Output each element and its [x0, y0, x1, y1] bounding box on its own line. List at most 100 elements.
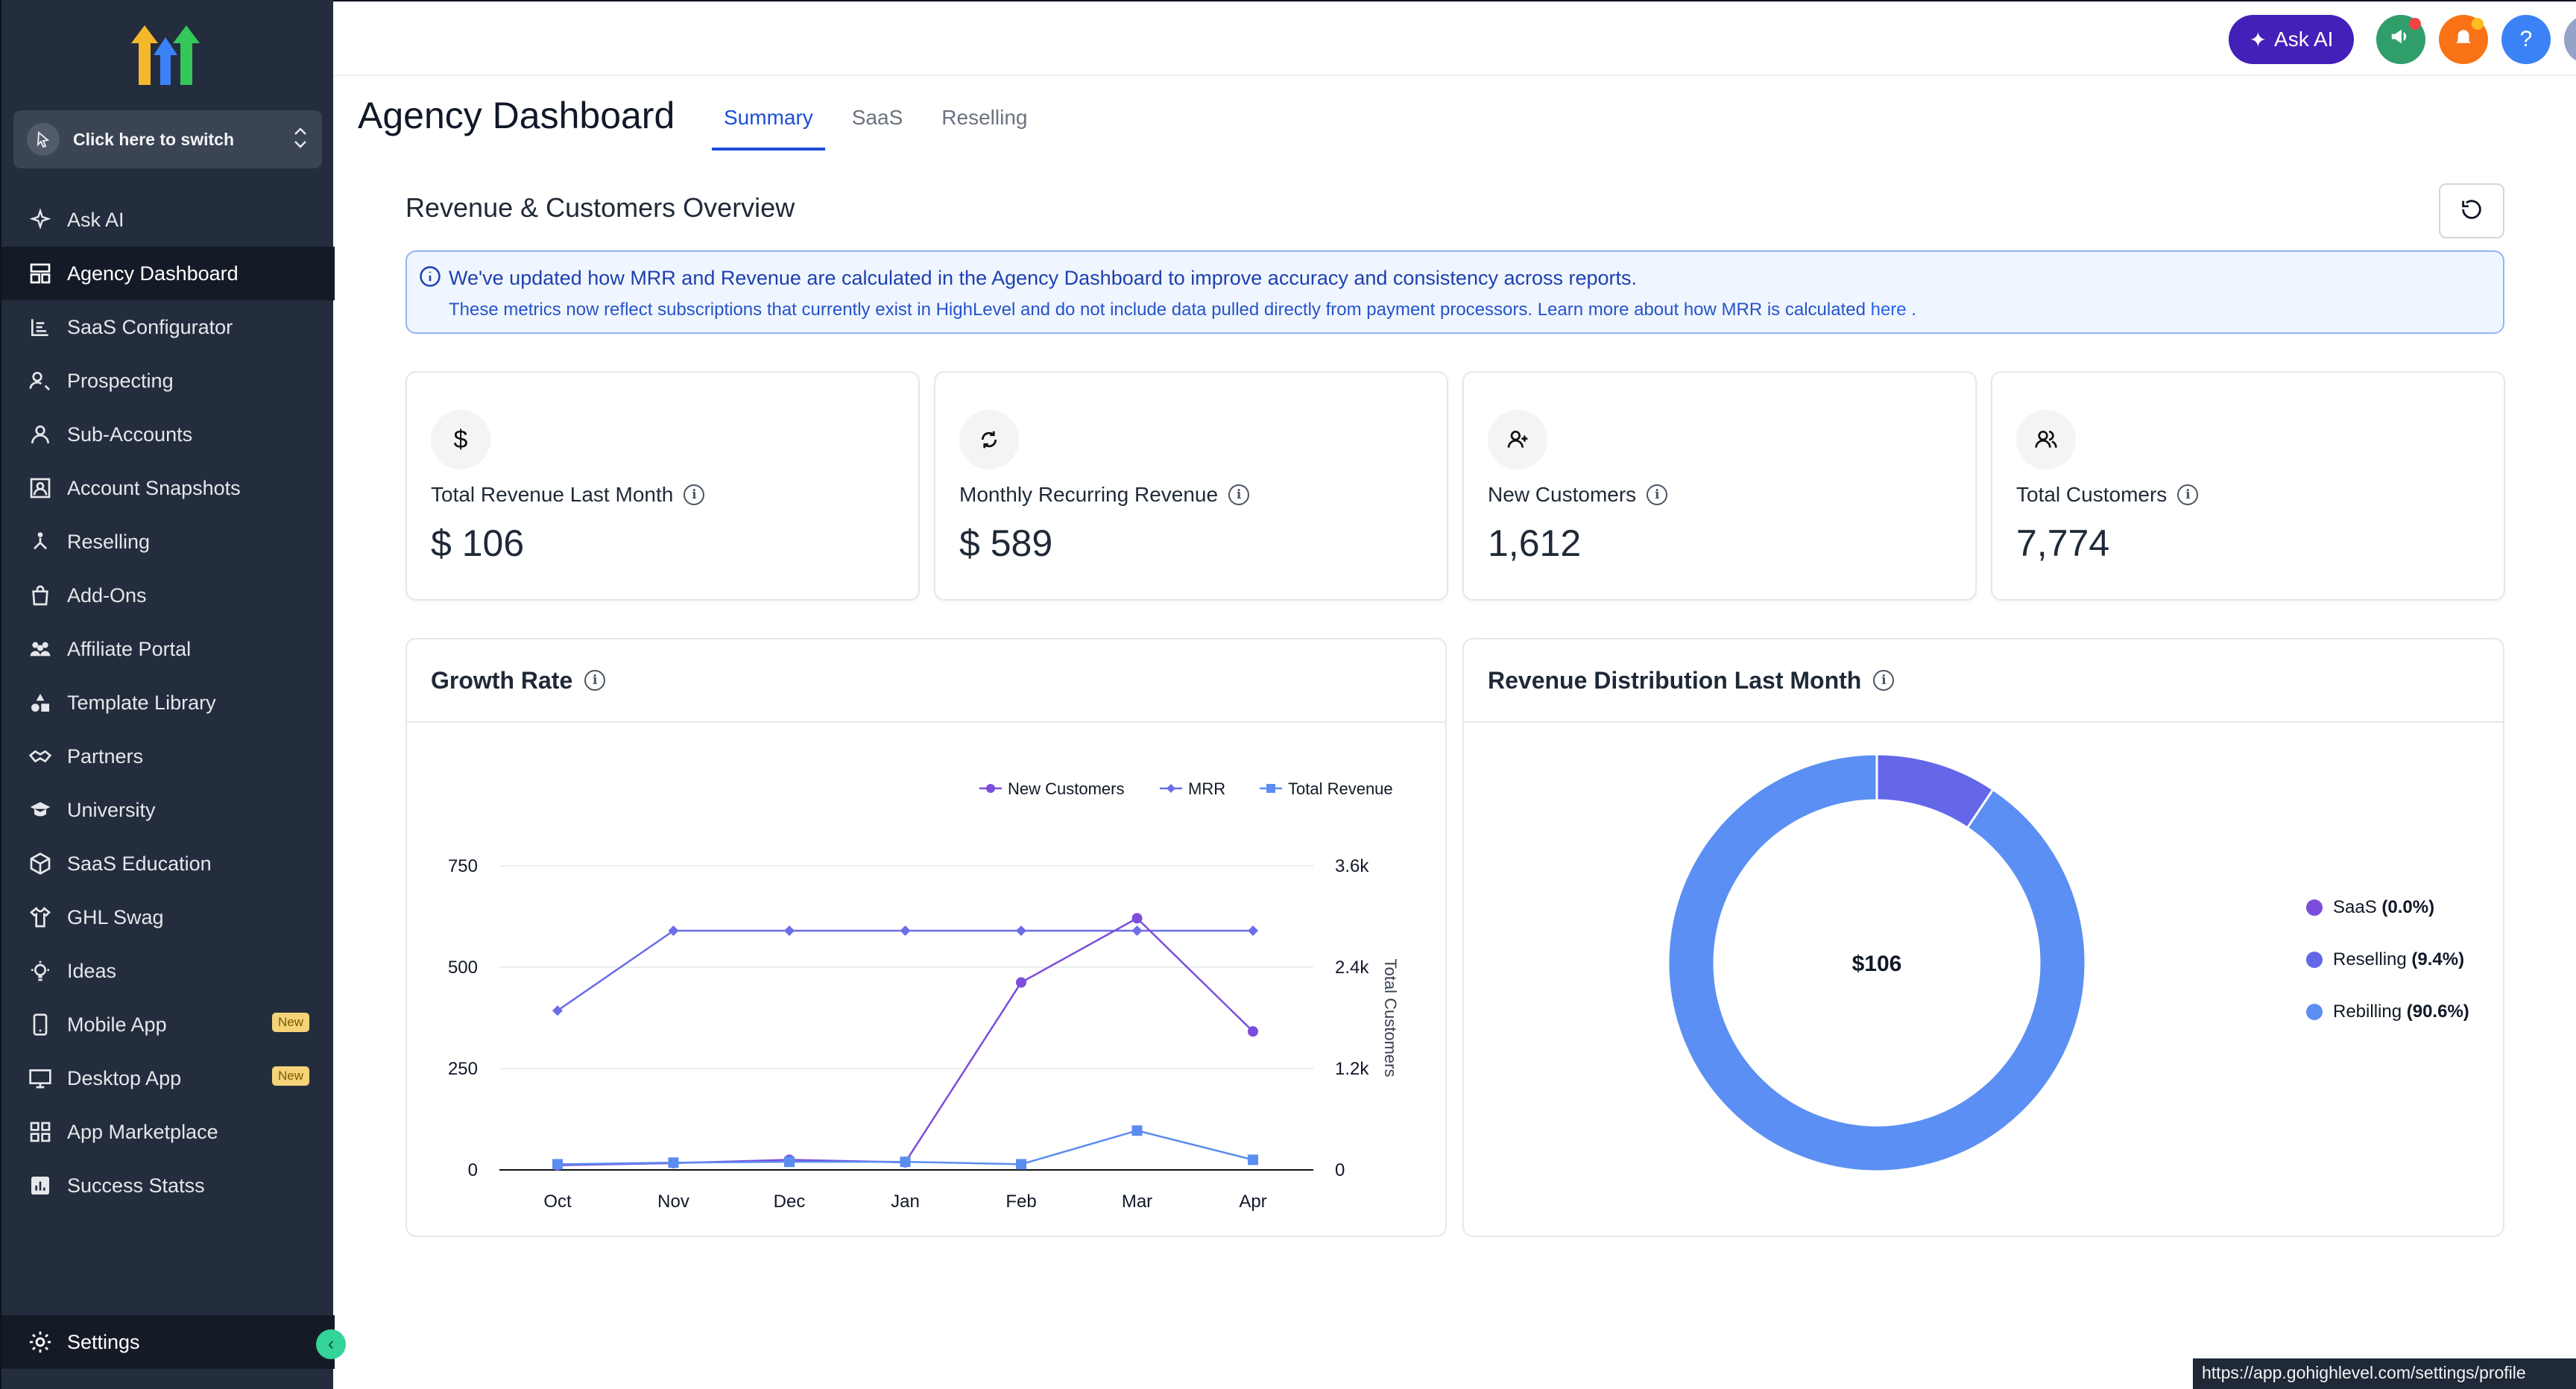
learn-more-link[interactable]: here — [1870, 300, 1907, 320]
stat-card-mrr: Monthly Recurring Revenue i $ 589 — [934, 371, 1448, 601]
sidebar-item-label: Sub-Accounts — [67, 423, 193, 446]
sidebar-item-ideas[interactable]: Ideas — [1, 944, 335, 998]
pointer-icon — [27, 123, 60, 156]
stat-label: Total Revenue Last Month i — [431, 483, 705, 507]
legend-pct: (0.0%) — [2381, 897, 2435, 917]
x-tick-label: Jan — [891, 1192, 920, 1212]
sidebar-item-label: Template Library — [67, 691, 216, 714]
sidebar-item-success-statss[interactable]: Success Statss — [1, 1159, 335, 1212]
ask-ai-button[interactable]: ✦ Ask AI — [2229, 15, 2354, 64]
donut-slice-rebilling[interactable] — [1667, 753, 2087, 1173]
sidebar-item-label: Ideas — [67, 959, 117, 982]
graduation-cap-icon — [27, 797, 54, 823]
sidebar-item-label: SaaS Configurator — [67, 315, 233, 338]
highlevel-logo[interactable] — [128, 22, 203, 86]
new-badge: New — [271, 1066, 309, 1086]
notifications-button[interactable] — [2439, 15, 2488, 64]
sidebar-item-reselling[interactable]: Reselling — [1, 515, 335, 569]
bar-list-icon — [27, 314, 54, 341]
sidebar-item-app-marketplace[interactable]: App Marketplace — [1, 1105, 335, 1159]
y-tick-label-right: 0 — [1335, 1160, 1345, 1180]
data-point — [900, 1157, 911, 1168]
sidebar-item-template-library[interactable]: Template Library — [1, 676, 335, 730]
x-tick-label: Mar — [1122, 1192, 1152, 1212]
legend-item-saas[interactable]: SaaS (0.0%) — [2306, 897, 2434, 918]
sidebar-item-prospecting[interactable]: Prospecting — [1, 354, 335, 408]
donut-center-label: $106 — [1852, 952, 1902, 976]
refresh-cycle-icon — [959, 410, 1019, 469]
legend-pct: (90.6%) — [2406, 1002, 2469, 1022]
stat-value: $ 589 — [959, 522, 1053, 564]
data-point — [1016, 1159, 1026, 1170]
donut-chart: $106 — [1667, 753, 2087, 1173]
y-tick-label-left: 250 — [448, 1059, 478, 1079]
legend-label: MRR — [1188, 779, 1225, 798]
sidebar-item-label: Ask AI — [67, 208, 124, 231]
info-icon[interactable]: i — [1228, 484, 1250, 505]
sidebar-item-ask-ai[interactable]: Ask AI — [1, 193, 335, 247]
info-icon[interactable]: i — [1873, 670, 1895, 691]
sidebar-item-label: University — [67, 798, 156, 821]
user-search-icon — [27, 367, 54, 394]
x-tick-label: Oct — [543, 1192, 572, 1212]
data-point — [1248, 1026, 1258, 1037]
info-icon — [419, 265, 441, 291]
stat-label: Total Customers i — [2016, 483, 2199, 507]
switcher-label: Click here to switch — [73, 129, 235, 149]
notice-headline: We've updated how MRR and Revenue are ca… — [449, 267, 1638, 289]
sidebar-item-affiliate-portal[interactable]: Affiliate Portal — [1, 622, 335, 676]
data-point — [1248, 1154, 1258, 1165]
sidebar-item-mobile-app[interactable]: Mobile App New — [1, 998, 335, 1051]
shirt-icon — [27, 904, 54, 931]
y-tick-label-left: 750 — [448, 856, 478, 876]
avatar[interactable]: UR — [2564, 15, 2576, 64]
sidebar-item-account-snapshots[interactable]: Account Snapshots — [1, 461, 335, 515]
sidebar-item-label: Account Snapshots — [67, 476, 241, 499]
sidebar-item-ghl-swag[interactable]: GHL Swag — [1, 890, 335, 944]
sidebar-item-agency-dashboard[interactable]: Agency Dashboard — [1, 247, 335, 300]
shapes-icon — [27, 689, 54, 716]
legend-item-rebilling[interactable]: Rebilling (90.6%) — [2306, 1002, 2469, 1022]
sidebar-item-label: Affiliate Portal — [67, 637, 192, 660]
legend-name: Reselling — [2333, 949, 2407, 969]
user-plus-icon — [1488, 410, 1547, 469]
legend-item-reselling[interactable]: Reselling (9.4%) — [2306, 949, 2464, 970]
sidebar-item-university[interactable]: University — [1, 783, 335, 837]
growth-rate-card: Growth Rate i 0 0 250 1.2k 500 2.4k 750 3.6k Tota… — [405, 638, 1447, 1237]
info-icon[interactable]: i — [584, 670, 606, 691]
notification-dot — [2472, 18, 2484, 30]
x-tick-label: Apr — [1239, 1192, 1266, 1212]
info-icon[interactable]: i — [1647, 484, 1668, 505]
sidebar-item-saas-education[interactable]: SaaS Education — [1, 837, 335, 890]
stat-card-total-revenue: $ Total Revenue Last Month i $ 106 — [405, 371, 920, 601]
sidebar-item-sub-accounts[interactable]: Sub-Accounts — [1, 408, 335, 461]
network-icon — [27, 528, 54, 555]
info-icon[interactable]: i — [2177, 484, 2199, 505]
lightbulb-icon — [27, 958, 54, 984]
data-point — [1131, 926, 1143, 937]
x-tick-label: Dec — [774, 1192, 806, 1212]
card-title: Growth Rate — [431, 666, 573, 694]
help-button[interactable]: ? — [2501, 15, 2551, 64]
sidebar-item-add-ons[interactable]: Add-Ons — [1, 569, 335, 622]
handshake-icon — [27, 743, 54, 770]
sidebar-item-partners[interactable]: Partners — [1, 730, 335, 783]
sidebar-item-settings[interactable]: Settings — [1, 1315, 335, 1369]
growth-chart: 0 0 250 1.2k 500 2.4k 750 3.6k Total Customers Oc… — [448, 779, 1400, 1212]
tab-summary[interactable]: Summary — [712, 97, 825, 151]
grid-icon — [27, 1119, 54, 1145]
user-icon — [27, 421, 54, 448]
info-icon[interactable]: i — [684, 484, 705, 505]
card-header: Revenue Distribution Last Month i — [1464, 639, 2503, 723]
notice-end: . — [1906, 300, 1916, 320]
refresh-button[interactable] — [2439, 183, 2504, 238]
sidebar-item-desktop-app[interactable]: Desktop App New — [1, 1051, 335, 1105]
account-switcher[interactable]: Click here to switch — [13, 110, 322, 168]
sidebar-item-saas-configurator[interactable]: SaaS Configurator — [1, 300, 335, 354]
tab-saas[interactable]: SaaS — [851, 106, 903, 129]
sidebar-item-label: Reselling — [67, 530, 151, 553]
users-icon — [2016, 410, 2076, 469]
announcements-button[interactable] — [2376, 15, 2425, 64]
collapse-sidebar-button[interactable]: ‹ — [316, 1329, 346, 1359]
tab-reselling[interactable]: Reselling — [941, 106, 1028, 129]
